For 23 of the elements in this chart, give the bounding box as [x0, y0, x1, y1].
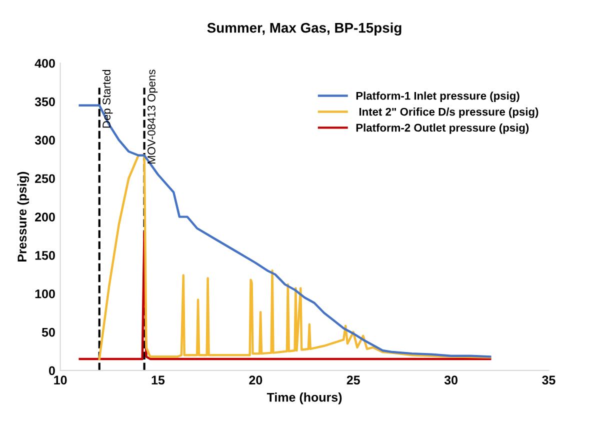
y-tick-label: 300	[34, 136, 55, 145]
x-tick-label: 10	[54, 376, 67, 385]
ref-line-label: Dep Started	[102, 70, 113, 128]
y-tick-label: 0	[48, 366, 55, 376]
y-axis-title: Pressure (psig)	[17, 172, 30, 262]
y-tick-label: 50	[42, 328, 55, 337]
ref-line-label: MOV-08413 Opens	[148, 70, 158, 164]
chart-title: Summer, Max Gas, BP-15psig	[207, 22, 402, 36]
legend-label: Platform-2 Outlet pressure (psig)	[356, 124, 529, 134]
y-tick-label: 350	[34, 97, 55, 106]
x-axis-title: Time (hours)	[266, 392, 342, 404]
y-tick-label: 100	[35, 289, 55, 298]
y-tick-label: 200	[35, 212, 55, 222]
y-tick-label: 250	[35, 174, 55, 184]
legend-label: Intet 2" Orifice D/s pressure (psig)	[359, 108, 538, 118]
x-tick-label: 25	[346, 376, 360, 385]
legend-label: Platform-1 Inlet pressure (psig)	[356, 92, 520, 102]
x-tick-label: 15	[152, 376, 165, 385]
x-tick-label: 20	[249, 376, 262, 385]
x-tick-label: 30	[444, 376, 458, 385]
y-tick-label: 150	[35, 251, 55, 260]
x-tick-label: 35	[542, 376, 556, 385]
y-tick-label: 400	[34, 58, 55, 68]
